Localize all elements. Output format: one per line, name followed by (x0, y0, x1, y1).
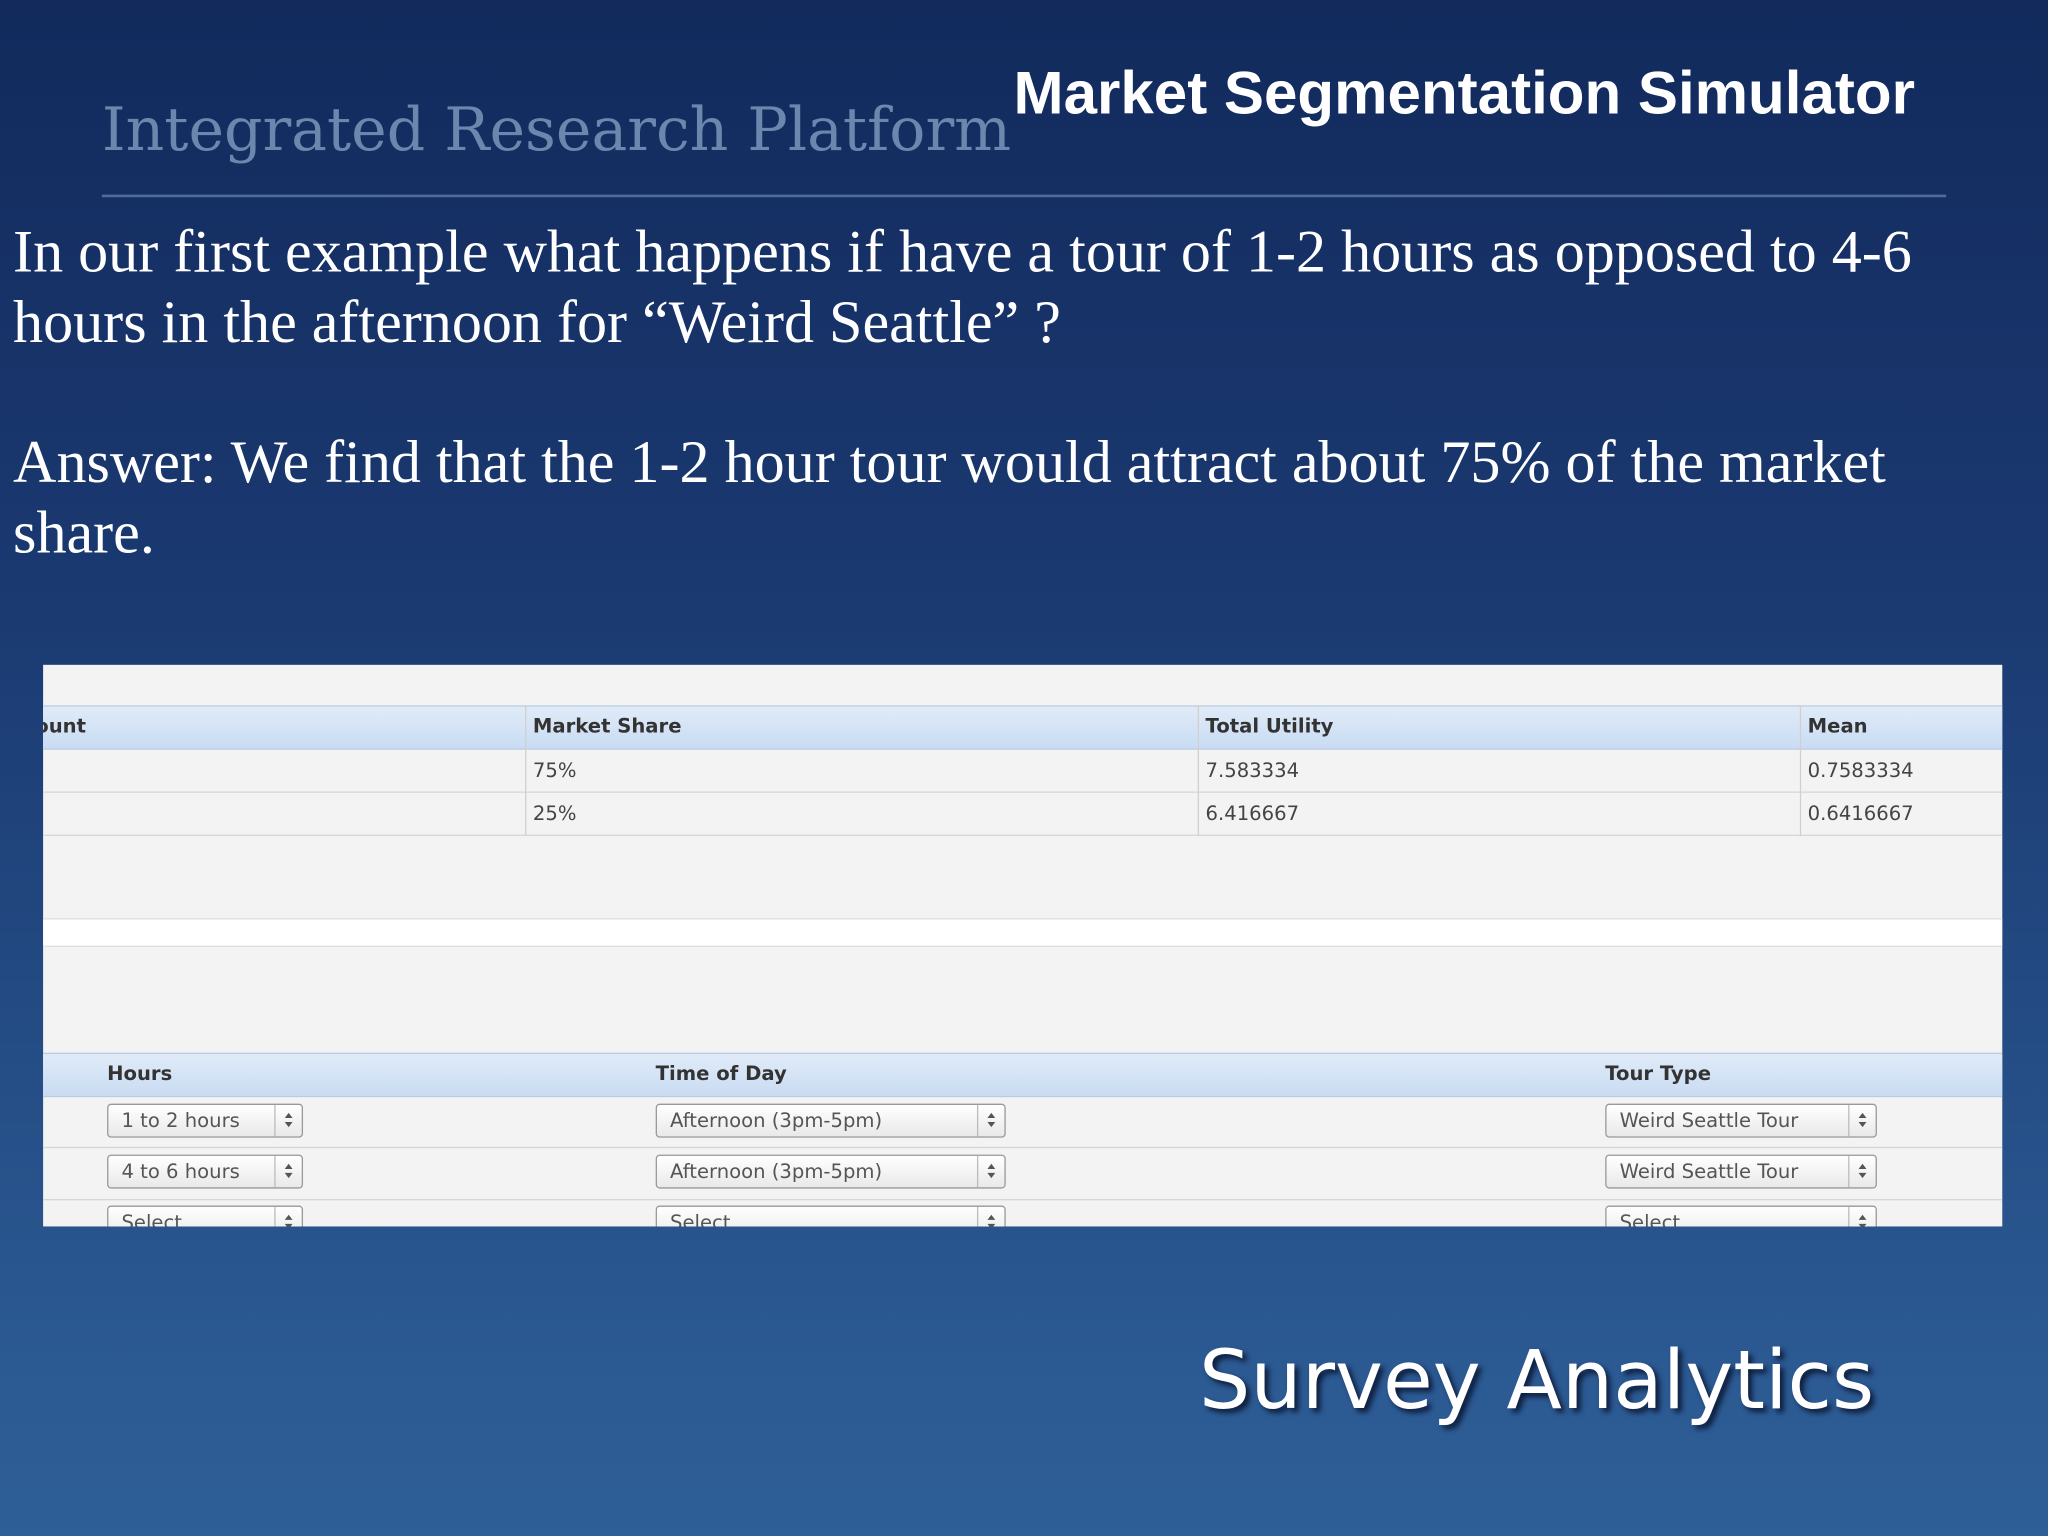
time-select[interactable]: Afternoon (3pm-5pm) (655, 1103, 1006, 1138)
select-arrows (274, 1155, 301, 1188)
column-divider (1197, 705, 1200, 836)
divider (101, 194, 1947, 198)
hours-select[interactable]: Select (107, 1205, 304, 1227)
scenario-row (43, 1148, 2003, 1201)
select-value: 4 to 6 hours (121, 1159, 240, 1184)
screenshot: ount Market Share Total Utility Mean 75%… (43, 664, 2003, 1227)
select-value: Weird Seattle Tour (1619, 1108, 1799, 1133)
cell: 25% (532, 801, 577, 826)
select-arrows (976, 1155, 1004, 1188)
scenario-header: Hours Time of Day Tour Type (43, 1052, 2003, 1098)
select-value: 1 to 2 hours (121, 1108, 240, 1133)
brand: Integrated Research Platform (101, 94, 1012, 165)
select-value: Afternoon (3pm-5pm) (670, 1108, 883, 1133)
tour-select[interactable]: Weird Seattle Tour (1605, 1154, 1877, 1189)
select-value: Select (121, 1210, 182, 1227)
cell: 0.7583334 (1807, 758, 1914, 783)
tour-select[interactable]: Select (1605, 1205, 1877, 1227)
column-header: Tour Type (1605, 1061, 1711, 1086)
select-arrows (274, 1206, 301, 1227)
column-divider (1799, 705, 1802, 836)
column-header: Time of Day (655, 1061, 787, 1086)
select-arrows (976, 1206, 1004, 1227)
select-value: Select (670, 1210, 731, 1227)
logo: Survey Analytics (1199, 1332, 1875, 1428)
select-value: Weird Seattle Tour (1619, 1159, 1799, 1184)
results-row: 25% 6.416667 0.6416667 (43, 793, 2003, 836)
column-header: Hours (107, 1061, 173, 1086)
cell: 6.416667 (1205, 801, 1300, 826)
select-value: Afternoon (3pm-5pm) (670, 1159, 883, 1184)
select-arrows (274, 1104, 301, 1137)
scenario-row (43, 1096, 2003, 1149)
time-select[interactable]: Afternoon (3pm-5pm) (655, 1154, 1006, 1189)
answer: Answer: We find that the 1-2 hour tour w… (13, 428, 1886, 566)
hours-select[interactable]: 4 to 6 hours (107, 1154, 304, 1189)
select-arrows (1848, 1104, 1875, 1137)
separator (43, 918, 2003, 947)
results-header: ount Market Share Total Utility Mean (43, 705, 2003, 750)
results-row: 75% 7.583334 0.7583334 (43, 748, 2003, 793)
hours-select[interactable]: 1 to 2 hours (107, 1103, 304, 1138)
cell: 0.6416667 (1807, 801, 1914, 826)
cell: 7.583334 (1205, 758, 1300, 783)
select-arrows (1848, 1155, 1875, 1188)
time-select[interactable]: Select (655, 1205, 1006, 1227)
column-header: Total Utility (1205, 714, 1334, 738)
select-arrows (976, 1104, 1004, 1137)
column-divider (525, 705, 527, 836)
tour-select[interactable]: Weird Seattle Tour (1605, 1103, 1877, 1138)
column-header: Mean (1807, 714, 1868, 738)
select-arrows (1848, 1206, 1875, 1227)
cell: 75% (532, 758, 577, 783)
column-header: ount (43, 714, 86, 738)
select-value: Select (1619, 1210, 1681, 1227)
column-header: Market Share (532, 714, 682, 738)
slide-title: Market Segmentation Simulator (1013, 58, 1915, 127)
question: In our first example what happens if hav… (13, 218, 1912, 356)
